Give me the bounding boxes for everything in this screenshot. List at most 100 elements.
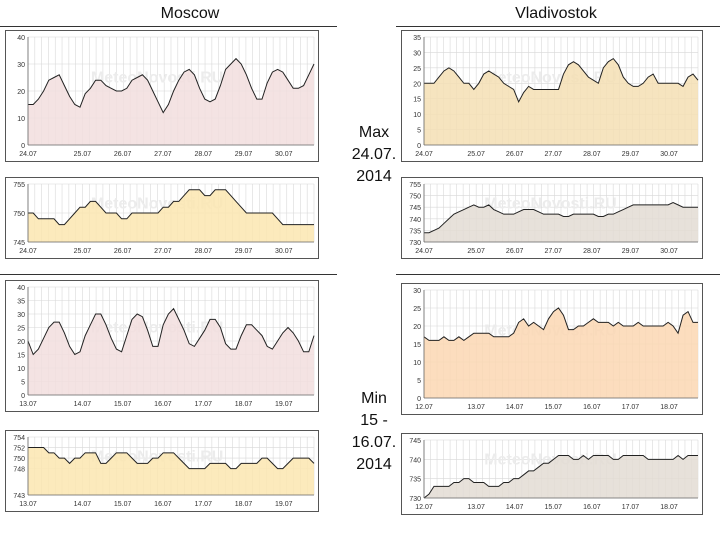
y-tick-label: 754 xyxy=(13,435,25,442)
x-tick-label: 13.07 xyxy=(467,404,485,411)
x-tick-label: 30.07 xyxy=(660,151,678,158)
y-tick-label: 30 xyxy=(413,50,421,57)
max-label-line-3: 2014 xyxy=(356,168,392,185)
x-tick-label: 18.07 xyxy=(660,404,678,411)
y-tick-label: 0 xyxy=(417,396,421,403)
chart-svg: 0 5 10 15 20 25 30 35 40 MeteoNovosti.RU 13.07 14.0… xyxy=(17,285,315,408)
series-area xyxy=(28,189,314,242)
chart-vladivostok-max-press: 730 735 740 745 750 755 MeteoNovosti.RU 24.07 25… xyxy=(401,177,703,259)
x-tick-label: 24.07 xyxy=(415,248,433,255)
x-tick-label: 29.07 xyxy=(235,151,253,158)
watermark: MeteoNovosti.RU xyxy=(91,319,223,336)
y-tick-label: 15 xyxy=(413,97,421,104)
y-tick-label: 10 xyxy=(17,116,25,123)
x-tick-label: 28.07 xyxy=(583,248,601,255)
x-tick-label: 27.07 xyxy=(545,248,563,255)
x-tick-label: 27.07 xyxy=(154,151,172,158)
y-tick-label: 735 xyxy=(409,477,421,484)
x-tick-label: 24.07 xyxy=(19,151,37,158)
x-tick-label: 14.07 xyxy=(506,504,524,511)
y-tick-label: 20 xyxy=(413,324,421,331)
series-line xyxy=(28,189,314,226)
x-tick-label: 12.07 xyxy=(415,404,433,411)
x-tick-label: 17.07 xyxy=(194,501,212,508)
y-tick-label: 5 xyxy=(417,378,421,385)
divider-middle xyxy=(0,274,337,275)
x-tick-label: 30.07 xyxy=(275,151,293,158)
divider-top-right xyxy=(396,26,720,27)
y-tick-label: 755 xyxy=(409,182,421,189)
x-tick-label: 14.07 xyxy=(506,404,524,411)
chart-moscow-min-press: 743 748 750 752 754 MeteoNovosti.RU 13.07 14.07… xyxy=(5,430,319,512)
x-tick-label: 18.07 xyxy=(235,401,253,408)
x-tick-label: 27.07 xyxy=(545,151,563,158)
x-tick-label: 18.07 xyxy=(660,504,678,511)
x-tick-label: 18.07 xyxy=(235,501,253,508)
chart-moscow-max-press: 745 750 755 MeteoNovosti.RU 24.07 25.07 26.07 2… xyxy=(5,177,319,259)
y-tick-label: 5 xyxy=(417,128,421,135)
series-line xyxy=(28,57,315,114)
x-tick-label: 16.07 xyxy=(583,404,601,411)
y-tick-label: 750 xyxy=(409,194,421,201)
x-tick-label: 24.07 xyxy=(415,151,433,158)
x-tick-label: 27.07 xyxy=(154,248,172,255)
chart-svg: 051015202530MeteoNovosti.RU12.0713.0714.… xyxy=(413,288,699,411)
x-tick-label: 17.07 xyxy=(622,504,640,511)
y-tick-label: 750 xyxy=(13,456,25,463)
x-tick-label: 14.07 xyxy=(74,501,92,508)
y-tick-label: 0 xyxy=(417,143,421,150)
x-tick-label: 29.07 xyxy=(622,248,640,255)
series-line xyxy=(28,447,315,470)
x-tick-label: 25.07 xyxy=(74,151,92,158)
x-tick-label: 15.07 xyxy=(114,401,132,408)
y-tick-label: 745 xyxy=(409,205,421,212)
y-tick-label: 5 xyxy=(21,380,25,387)
y-tick-label: 752 xyxy=(13,446,25,453)
x-tick-label: 30.07 xyxy=(660,248,678,255)
x-tick-label: 26.07 xyxy=(114,151,132,158)
x-tick-label: 15.07 xyxy=(114,501,132,508)
y-tick-label: 743 xyxy=(13,493,25,500)
chart-svg: 730 735 740 745 750 755 MeteoNovosti.RU 24.07 25… xyxy=(409,182,699,255)
watermark: MeteoNovosti.RU xyxy=(484,195,616,212)
y-tick-label: 745 xyxy=(13,240,25,247)
y-tick-label: 35 xyxy=(17,299,25,306)
title-vladivostok: Vladivostok xyxy=(515,5,597,22)
series-area xyxy=(424,58,698,145)
x-tick-label: 19.07 xyxy=(275,401,293,408)
x-tick-label: 19.07 xyxy=(275,501,293,508)
watermark: MeteoNovosti.RU xyxy=(91,69,223,86)
chart-vladivostok-max-temp: 0 5 10 15 20 25 30 35 MeteoNovosti.RU 24.07 25.07 2… xyxy=(401,30,703,162)
y-tick-label: 740 xyxy=(409,217,421,224)
y-tick-label: 10 xyxy=(413,360,421,367)
x-tick-label: 29.07 xyxy=(622,151,640,158)
y-tick-label: 20 xyxy=(413,81,421,88)
series-area xyxy=(424,308,698,398)
x-tick-label: 13.07 xyxy=(19,501,37,508)
max-label-line-1: Max xyxy=(358,124,390,141)
x-tick-label: 28.07 xyxy=(194,151,212,158)
max-label: Max 24.07. 2014 xyxy=(344,122,404,188)
y-tick-label: 25 xyxy=(413,306,421,313)
y-tick-label: 740 xyxy=(409,457,421,464)
chart-svg: 0 10 20 30 40 MeteoNovosti.RU 24.07 25.07 26.07 2… xyxy=(17,35,315,158)
series-area xyxy=(424,202,698,242)
y-tick-label: 10 xyxy=(17,366,25,373)
y-tick-label: 10 xyxy=(413,112,421,119)
x-tick-label: 25.07 xyxy=(74,248,92,255)
x-tick-label: 17.07 xyxy=(194,401,212,408)
x-tick-label: 12.07 xyxy=(415,504,433,511)
max-label-line-2: 24.07. xyxy=(351,146,397,163)
x-tick-label: 13.07 xyxy=(19,401,37,408)
y-tick-label: 25 xyxy=(17,326,25,333)
series-line xyxy=(424,57,699,103)
x-tick-label: 16.07 xyxy=(154,401,172,408)
min-label-line-4: 2014 xyxy=(356,456,392,473)
y-tick-label: 745 xyxy=(409,438,421,445)
y-tick-label: 730 xyxy=(409,496,421,503)
y-tick-label: 25 xyxy=(413,66,421,73)
y-tick-label: 755 xyxy=(13,182,25,189)
series-area xyxy=(28,308,314,395)
y-tick-label: 40 xyxy=(17,285,25,292)
